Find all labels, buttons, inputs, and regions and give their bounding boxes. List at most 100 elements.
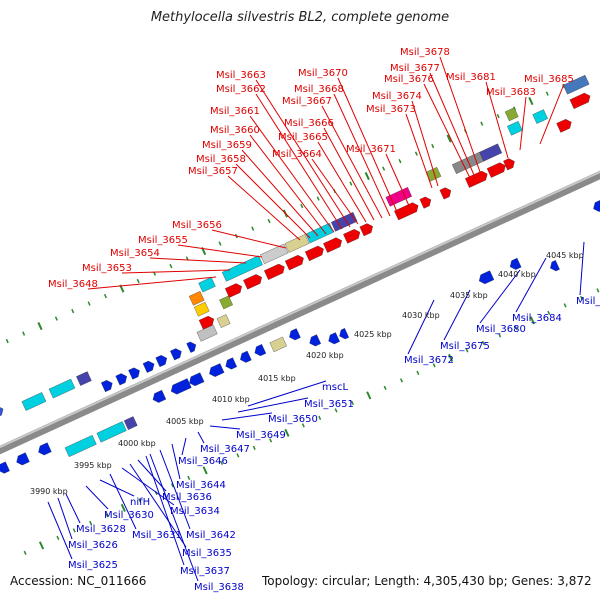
forward-gene-label: Msil_3671	[346, 144, 396, 155]
backbone	[0, 170, 600, 455]
gene-feature	[96, 421, 127, 443]
forward-leader-line	[249, 134, 327, 235]
gene-feature	[209, 363, 225, 377]
gene-feature	[264, 263, 285, 280]
scale-tick	[432, 363, 436, 368]
forward-leader-line	[423, 83, 471, 179]
gene-feature	[64, 435, 97, 457]
reverse-leader-line	[221, 412, 273, 421]
forward-gene-label: Msil_3653	[82, 263, 132, 274]
scale-tick	[316, 196, 320, 201]
gene-feature	[478, 270, 495, 285]
forward-gene-label: Msil_3663	[216, 70, 266, 81]
gene-feature	[304, 245, 324, 262]
gene-feature	[556, 119, 572, 133]
kbp-label: 4020 kbp	[306, 351, 344, 360]
gene-feature	[451, 151, 484, 174]
scale-tick	[219, 460, 224, 466]
kbp-label: 4030 kbp	[402, 311, 440, 320]
scale-tick	[545, 91, 549, 96]
reverse-leader-line	[407, 299, 435, 355]
reverse-gene-label: Msil_3651	[304, 399, 354, 410]
forward-gene-label: Msil_3654	[110, 248, 160, 259]
gene-feature	[550, 260, 560, 272]
reverse-leader-line	[197, 431, 205, 444]
gene-feature	[76, 371, 92, 386]
forward-gene-label: Msil_3677	[390, 63, 440, 74]
kbp-label: 4000 kbp	[118, 439, 156, 448]
scale-tick	[54, 316, 58, 321]
gene-feature	[100, 380, 113, 393]
forward-gene-label: Msil_3674	[372, 91, 422, 102]
scale-tick	[547, 310, 551, 316]
scale-tick	[103, 293, 107, 299]
reverse-gene-label: Msil_3686	[576, 296, 600, 307]
gene-feature	[155, 355, 168, 368]
kbp-label: 4015 kbp	[258, 374, 296, 383]
forward-leader-line	[311, 158, 359, 225]
gene-feature	[503, 158, 515, 171]
scale-tick	[218, 241, 222, 246]
gene-feature	[569, 92, 591, 110]
gene-feature	[323, 237, 342, 253]
scale-tick	[529, 316, 535, 325]
forward-gene-label: Msil_3656	[172, 220, 222, 231]
scale-tick	[37, 322, 43, 331]
forward-gene-label: Msil_3668	[294, 84, 344, 95]
accession-text: Accession: NC_011666	[10, 574, 147, 588]
gene-feature	[504, 107, 519, 122]
scale-tick	[334, 408, 338, 413]
gene-feature	[260, 243, 289, 265]
gene-feature	[21, 392, 47, 411]
gene-feature	[509, 257, 522, 270]
forward-gene-label: Msil_3665	[278, 132, 328, 143]
scale-tick	[236, 453, 240, 458]
forward-gene-label: Msil_3685	[524, 74, 574, 85]
forward-gene-label: Msil_3667	[282, 96, 332, 107]
scale-tick	[498, 333, 502, 338]
forward-leader-line	[177, 244, 263, 258]
reverse-leader-line	[57, 497, 73, 540]
gene-feature	[532, 109, 548, 124]
gene-feature	[359, 223, 373, 237]
scale-tick	[251, 226, 255, 231]
map-title: Methylocella silvestris BL2, complete ge…	[150, 10, 450, 25]
forward-leader-line	[485, 81, 509, 159]
scale-tick	[136, 278, 140, 284]
forward-gene-label: Msil_3661	[210, 106, 260, 117]
gene-feature	[128, 367, 140, 380]
gene-feature	[221, 255, 263, 282]
scale-tick	[514, 325, 518, 331]
scale-tick	[72, 528, 76, 533]
forward-leader-line	[235, 163, 311, 239]
scale-tick	[56, 535, 60, 541]
reverse-leader-line	[47, 501, 73, 560]
reverse-leader-line	[149, 453, 199, 582]
reverse-gene-label: Msil_3637	[180, 566, 230, 577]
gene-feature	[254, 344, 267, 357]
scale-tick	[23, 550, 27, 556]
scale-tick	[105, 513, 109, 518]
reverse-gene-label: Msil_3642	[186, 530, 236, 541]
gene-feature	[305, 222, 334, 244]
scale-tick	[596, 288, 600, 293]
gene-feature	[186, 341, 197, 353]
gene-feature	[152, 389, 167, 403]
forward-leader-line	[321, 105, 383, 219]
gene-feature	[224, 283, 242, 298]
gene-feature	[419, 196, 432, 209]
forward-leader-line	[323, 127, 375, 221]
gene-feature	[339, 328, 350, 340]
gene-feature	[593, 198, 600, 212]
scale-tick	[170, 483, 174, 488]
forward-gene-label: Msil_3673	[366, 104, 416, 115]
gene-feature	[170, 378, 192, 395]
scale-tick	[138, 498, 142, 503]
scale-tick	[465, 348, 469, 353]
gene-feature	[198, 277, 216, 293]
reverse-leader-line	[109, 473, 137, 530]
scale-tick	[120, 503, 126, 512]
reverse-gene-label: Msil_3684	[512, 313, 562, 324]
scale-tick	[364, 172, 370, 181]
